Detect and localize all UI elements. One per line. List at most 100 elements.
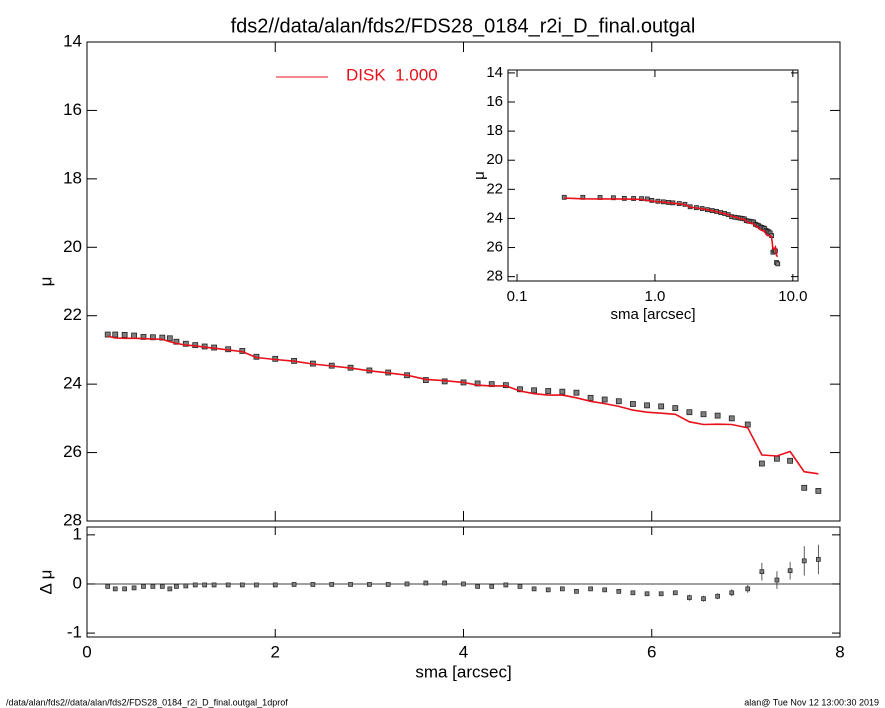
y-tick-label: 24 — [486, 209, 503, 226]
y-tick-label: 20 — [63, 237, 82, 256]
residual-point — [348, 582, 353, 587]
residual-point — [787, 568, 793, 574]
data-point — [166, 335, 173, 342]
residual-point — [644, 591, 650, 597]
data-point — [658, 403, 665, 410]
residual-point — [816, 557, 821, 562]
residual-point — [503, 582, 509, 588]
residual-point — [329, 582, 335, 587]
data-point — [714, 412, 721, 419]
residual-point — [150, 584, 156, 589]
residual-point — [404, 581, 410, 587]
residual-point — [531, 586, 537, 592]
data-point — [615, 398, 622, 405]
footer-left: /data/alan/fds2//data/alan/fds2/FDS28_01… — [6, 697, 288, 707]
residual-point — [202, 582, 208, 588]
residual-point — [658, 591, 664, 597]
chart-title: fds2//data/alan/fds2/FDS28_0184_r2i_D_fi… — [231, 15, 696, 37]
residual-point — [122, 586, 128, 592]
residual-point — [183, 583, 189, 589]
data-point — [744, 421, 751, 428]
data-point — [644, 402, 650, 409]
x-tick-label: 1.0 — [645, 288, 666, 305]
residual-point — [630, 590, 636, 596]
data-point — [131, 332, 137, 339]
residual-point — [729, 590, 735, 596]
residual-point — [687, 595, 692, 601]
residual-point — [672, 590, 678, 596]
y-tick-label: 20 — [486, 151, 503, 168]
residual-point — [616, 588, 622, 594]
data-point — [182, 340, 189, 347]
residual-point — [588, 586, 593, 592]
residual-point — [517, 584, 523, 589]
residual-point — [174, 584, 179, 589]
residual-point — [759, 569, 765, 575]
residual-point — [225, 582, 231, 588]
data-point — [758, 460, 765, 467]
residual-point — [291, 582, 297, 587]
y-tick-label: 26 — [63, 442, 82, 461]
residual-point — [141, 584, 146, 589]
data-point — [787, 457, 794, 464]
residual-point — [442, 580, 448, 586]
y-tick-label: -1 — [67, 623, 82, 642]
residual-point — [423, 580, 429, 586]
residual-point — [801, 558, 807, 564]
data-point — [801, 484, 808, 491]
data-point — [728, 415, 735, 422]
residual-point — [254, 582, 259, 588]
y-tick-label: 1 — [73, 524, 82, 543]
y-tick-label: 14 — [486, 64, 503, 81]
data-point — [775, 261, 781, 267]
y-tick-label: 18 — [63, 168, 82, 187]
residual-point — [367, 582, 372, 587]
residual-point — [272, 582, 278, 588]
data-point — [630, 401, 636, 407]
y-tick-label: 22 — [63, 305, 82, 324]
data-point — [686, 409, 693, 416]
data-point — [561, 194, 567, 200]
data-point — [573, 389, 580, 396]
residual-point — [385, 582, 391, 587]
y-axis-label: Δ μ — [36, 570, 55, 595]
residual-point — [159, 584, 165, 589]
residual-point — [602, 587, 608, 593]
y-tick-label: 26 — [486, 238, 503, 255]
y-tick-label: 16 — [486, 93, 503, 110]
data-point — [112, 331, 119, 338]
residual-point — [192, 582, 198, 588]
residual-point — [310, 582, 316, 587]
data-point — [121, 331, 128, 338]
data-point — [559, 388, 566, 395]
y-tick-label: 16 — [63, 100, 82, 119]
residual-point — [715, 593, 720, 599]
data-point — [774, 455, 780, 462]
residual-point — [774, 577, 780, 583]
data-point — [104, 331, 111, 338]
y-tick-label: 0 — [73, 573, 82, 592]
model-line — [564, 197, 779, 258]
residual-point — [745, 586, 751, 592]
y-tick-label: 28 — [63, 510, 82, 529]
data-point — [601, 396, 608, 403]
y-axis-label: μ — [471, 171, 488, 180]
data-point — [672, 405, 679, 411]
x-axis-label: sma [arcsec] — [610, 306, 695, 323]
x-tick-label: 0.1 — [507, 288, 528, 305]
residual-point — [105, 584, 111, 589]
data-point — [140, 334, 147, 340]
y-tick-label: 24 — [63, 374, 82, 393]
residual-point — [489, 584, 495, 589]
x-tick-label: 10.0 — [778, 288, 807, 305]
residual-point — [701, 596, 706, 602]
residual-point — [112, 586, 118, 592]
data-point — [531, 387, 537, 394]
footer-right: alan@ Tue Nov 12 13:00:30 2019 — [744, 697, 879, 707]
residual-point — [131, 585, 137, 591]
residual-point — [239, 582, 245, 588]
data-point — [545, 388, 552, 394]
data-point — [587, 394, 594, 401]
data-point — [611, 195, 616, 201]
